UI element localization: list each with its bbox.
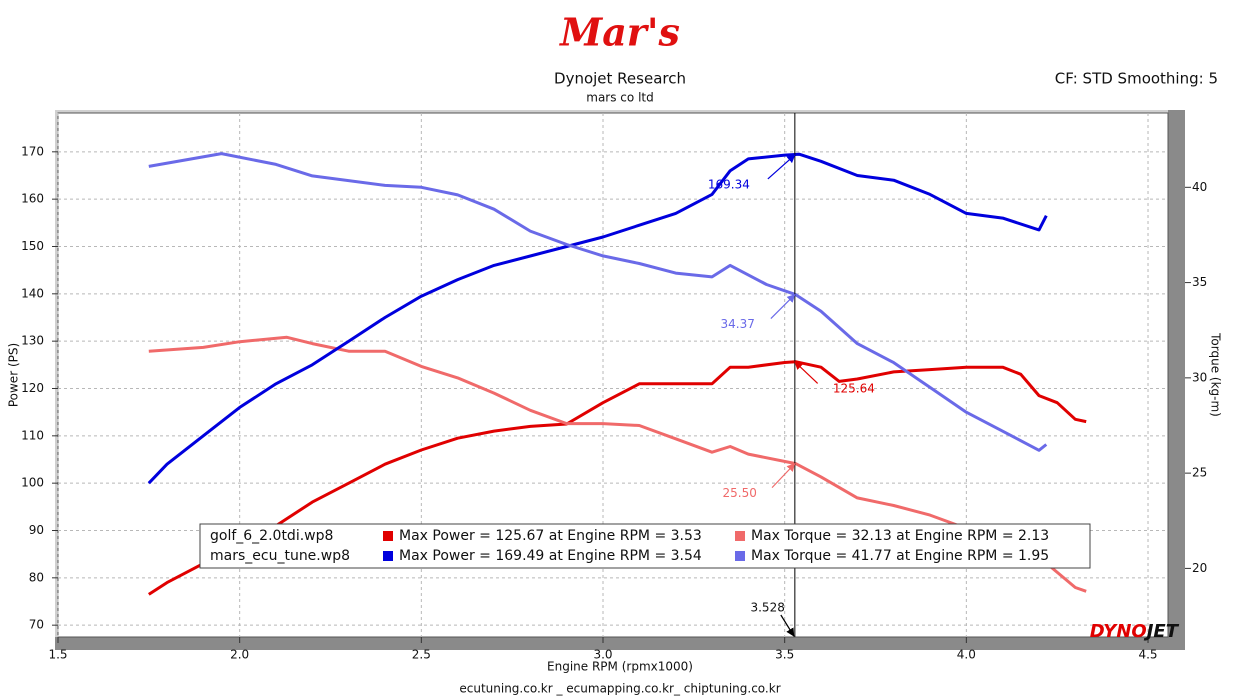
legend-box (199, 523, 1091, 569)
legend-label: Max Power = 169.49 at Engine RPM = 3.54 (399, 548, 702, 564)
series-line (148, 152, 1048, 452)
y-tick-label: 170 (21, 144, 44, 158)
y-tick-label: 150 (21, 239, 44, 253)
legend-swatch (383, 531, 393, 541)
corner-note: CF: STD Smoothing: 5 (1055, 70, 1218, 88)
y-tick-label: 80 (29, 570, 44, 584)
brand-part: JET (1144, 621, 1180, 642)
annotation-arrow (771, 462, 796, 489)
legend-swatch (735, 531, 745, 541)
y-tick-label: 100 (21, 476, 44, 490)
x-tick-label: 4.0 (957, 648, 976, 662)
legend-label: Max Torque = 32.13 at Engine RPM = 2.13 (751, 528, 1049, 544)
x-tick-label: 2.0 (230, 648, 249, 662)
annotation-label: 125.64 (833, 381, 875, 395)
x-tick-label: 1.5 (48, 648, 67, 662)
x-tick-label: 4.5 (1138, 648, 1157, 662)
annotation-label: 25.50 (722, 486, 756, 500)
x-tick-label: 2.5 (412, 648, 431, 662)
y2-tick-label: 20 (1192, 561, 1207, 575)
chart-title: Dynojet Research (554, 70, 686, 88)
y-tick-label: 90 (29, 523, 44, 537)
y2-axis-title: Torque (kg-m) (1209, 332, 1223, 417)
y-tick-label: 160 (21, 192, 44, 206)
y-tick-label: 120 (21, 381, 44, 395)
logo: Mar's (558, 10, 680, 55)
footer: ecutuning.co.kr _ ecumapping.co.kr_ chip… (459, 682, 780, 696)
cursor-arrow (780, 614, 795, 637)
y-axis-title: Power (PS) (7, 343, 21, 407)
x-tick-label: 3.0 (593, 648, 612, 662)
y2-tick-label: 25 (1192, 466, 1207, 480)
legend-swatch (735, 551, 745, 561)
annotation-arrow (767, 154, 796, 180)
annotation-label: 169.34 (708, 177, 750, 191)
series-line (147, 360, 1087, 596)
y2-tick-label: 35 (1192, 275, 1207, 289)
x-axis-title: Engine RPM (rpmx1000) (547, 660, 693, 674)
chart-subtitle: mars co ltd (586, 91, 653, 105)
annotation-label: 34.37 (720, 317, 754, 331)
annotation-arrow (794, 361, 819, 384)
y-tick-label: 70 (29, 618, 44, 632)
y-tick-label: 140 (21, 286, 44, 300)
series-line (148, 335, 1087, 593)
cursor-label: 3.528 (750, 601, 784, 615)
y-tick-label: 130 (21, 334, 44, 348)
brand-part: DYNO (1090, 621, 1147, 642)
y2-tick-label: 30 (1192, 370, 1207, 384)
brand-logo: DYNOJET (1090, 621, 1180, 642)
legend-file: golf_6_2.0tdi.wp8 (210, 528, 333, 544)
x-tick-label: 3.5 (775, 648, 794, 662)
legend-file: mars_ecu_tune.wp8 (210, 548, 350, 564)
y2-tick-label: 40 (1192, 180, 1207, 194)
legend-label: Max Power = 125.67 at Engine RPM = 3.53 (399, 528, 702, 544)
series-line (147, 152, 1048, 485)
legend-swatch (383, 551, 393, 561)
y-tick-label: 110 (21, 428, 44, 442)
annotation-arrow (770, 293, 796, 320)
legend-label: Max Torque = 41.77 at Engine RPM = 1.95 (751, 548, 1049, 564)
